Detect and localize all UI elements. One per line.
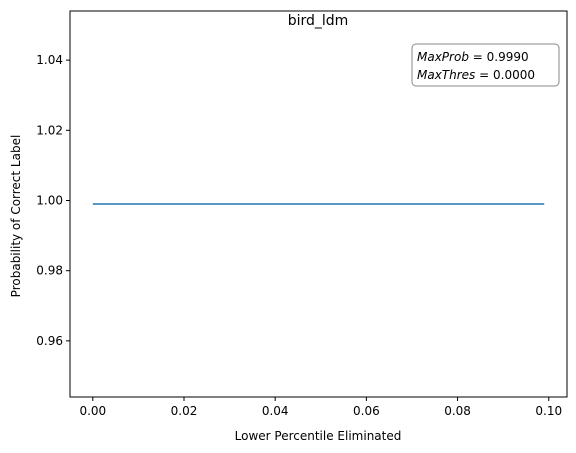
x-tick-label: 0.10 [535, 404, 562, 418]
x-axis-label: Lower Percentile Eliminated [235, 429, 402, 443]
x-tick-label: 0.04 [262, 404, 289, 418]
annotation-equals-2: = [475, 68, 493, 82]
y-axis-ticks: 0.96 0.98 1.00 1.02 1.04 [36, 53, 70, 348]
annotation-maxthres-value: 0.0000 [493, 68, 535, 82]
annotation-line-1: MaxProb = 0.9990 [417, 50, 529, 64]
x-tick-label: 0.02 [171, 404, 198, 418]
chart-title: bird_ldm [288, 13, 349, 29]
x-tick-label: 0.00 [79, 404, 106, 418]
annotation-frame [411, 43, 560, 87]
plot-frame [69, 10, 568, 398]
annotation-equals-1: = [469, 50, 487, 64]
y-tick-label: 0.96 [36, 334, 63, 348]
y-axis-label: Probability of Correct Label [9, 135, 23, 298]
annotation-maxthres-name: MaxThres [417, 68, 475, 82]
y-tick-label: 1.00 [36, 193, 63, 207]
annotation-maxprob-name: MaxProb [417, 50, 469, 64]
x-tick-label: 0.06 [353, 404, 380, 418]
annotation-line-2: MaxThres = 0.0000 [417, 68, 535, 82]
annotation-box: MaxProb = 0.9990 MaxThres = 0.0000 [411, 43, 560, 87]
y-tick-label: 0.98 [36, 264, 63, 278]
y-tick-label: 1.04 [36, 53, 63, 67]
x-tick-label: 0.08 [444, 404, 471, 418]
annotation-maxprob-value: 0.9990 [487, 50, 529, 64]
y-tick-label: 1.02 [36, 123, 63, 137]
x-axis-ticks: 0.00 0.02 0.04 0.06 0.08 0.10 [79, 397, 562, 418]
